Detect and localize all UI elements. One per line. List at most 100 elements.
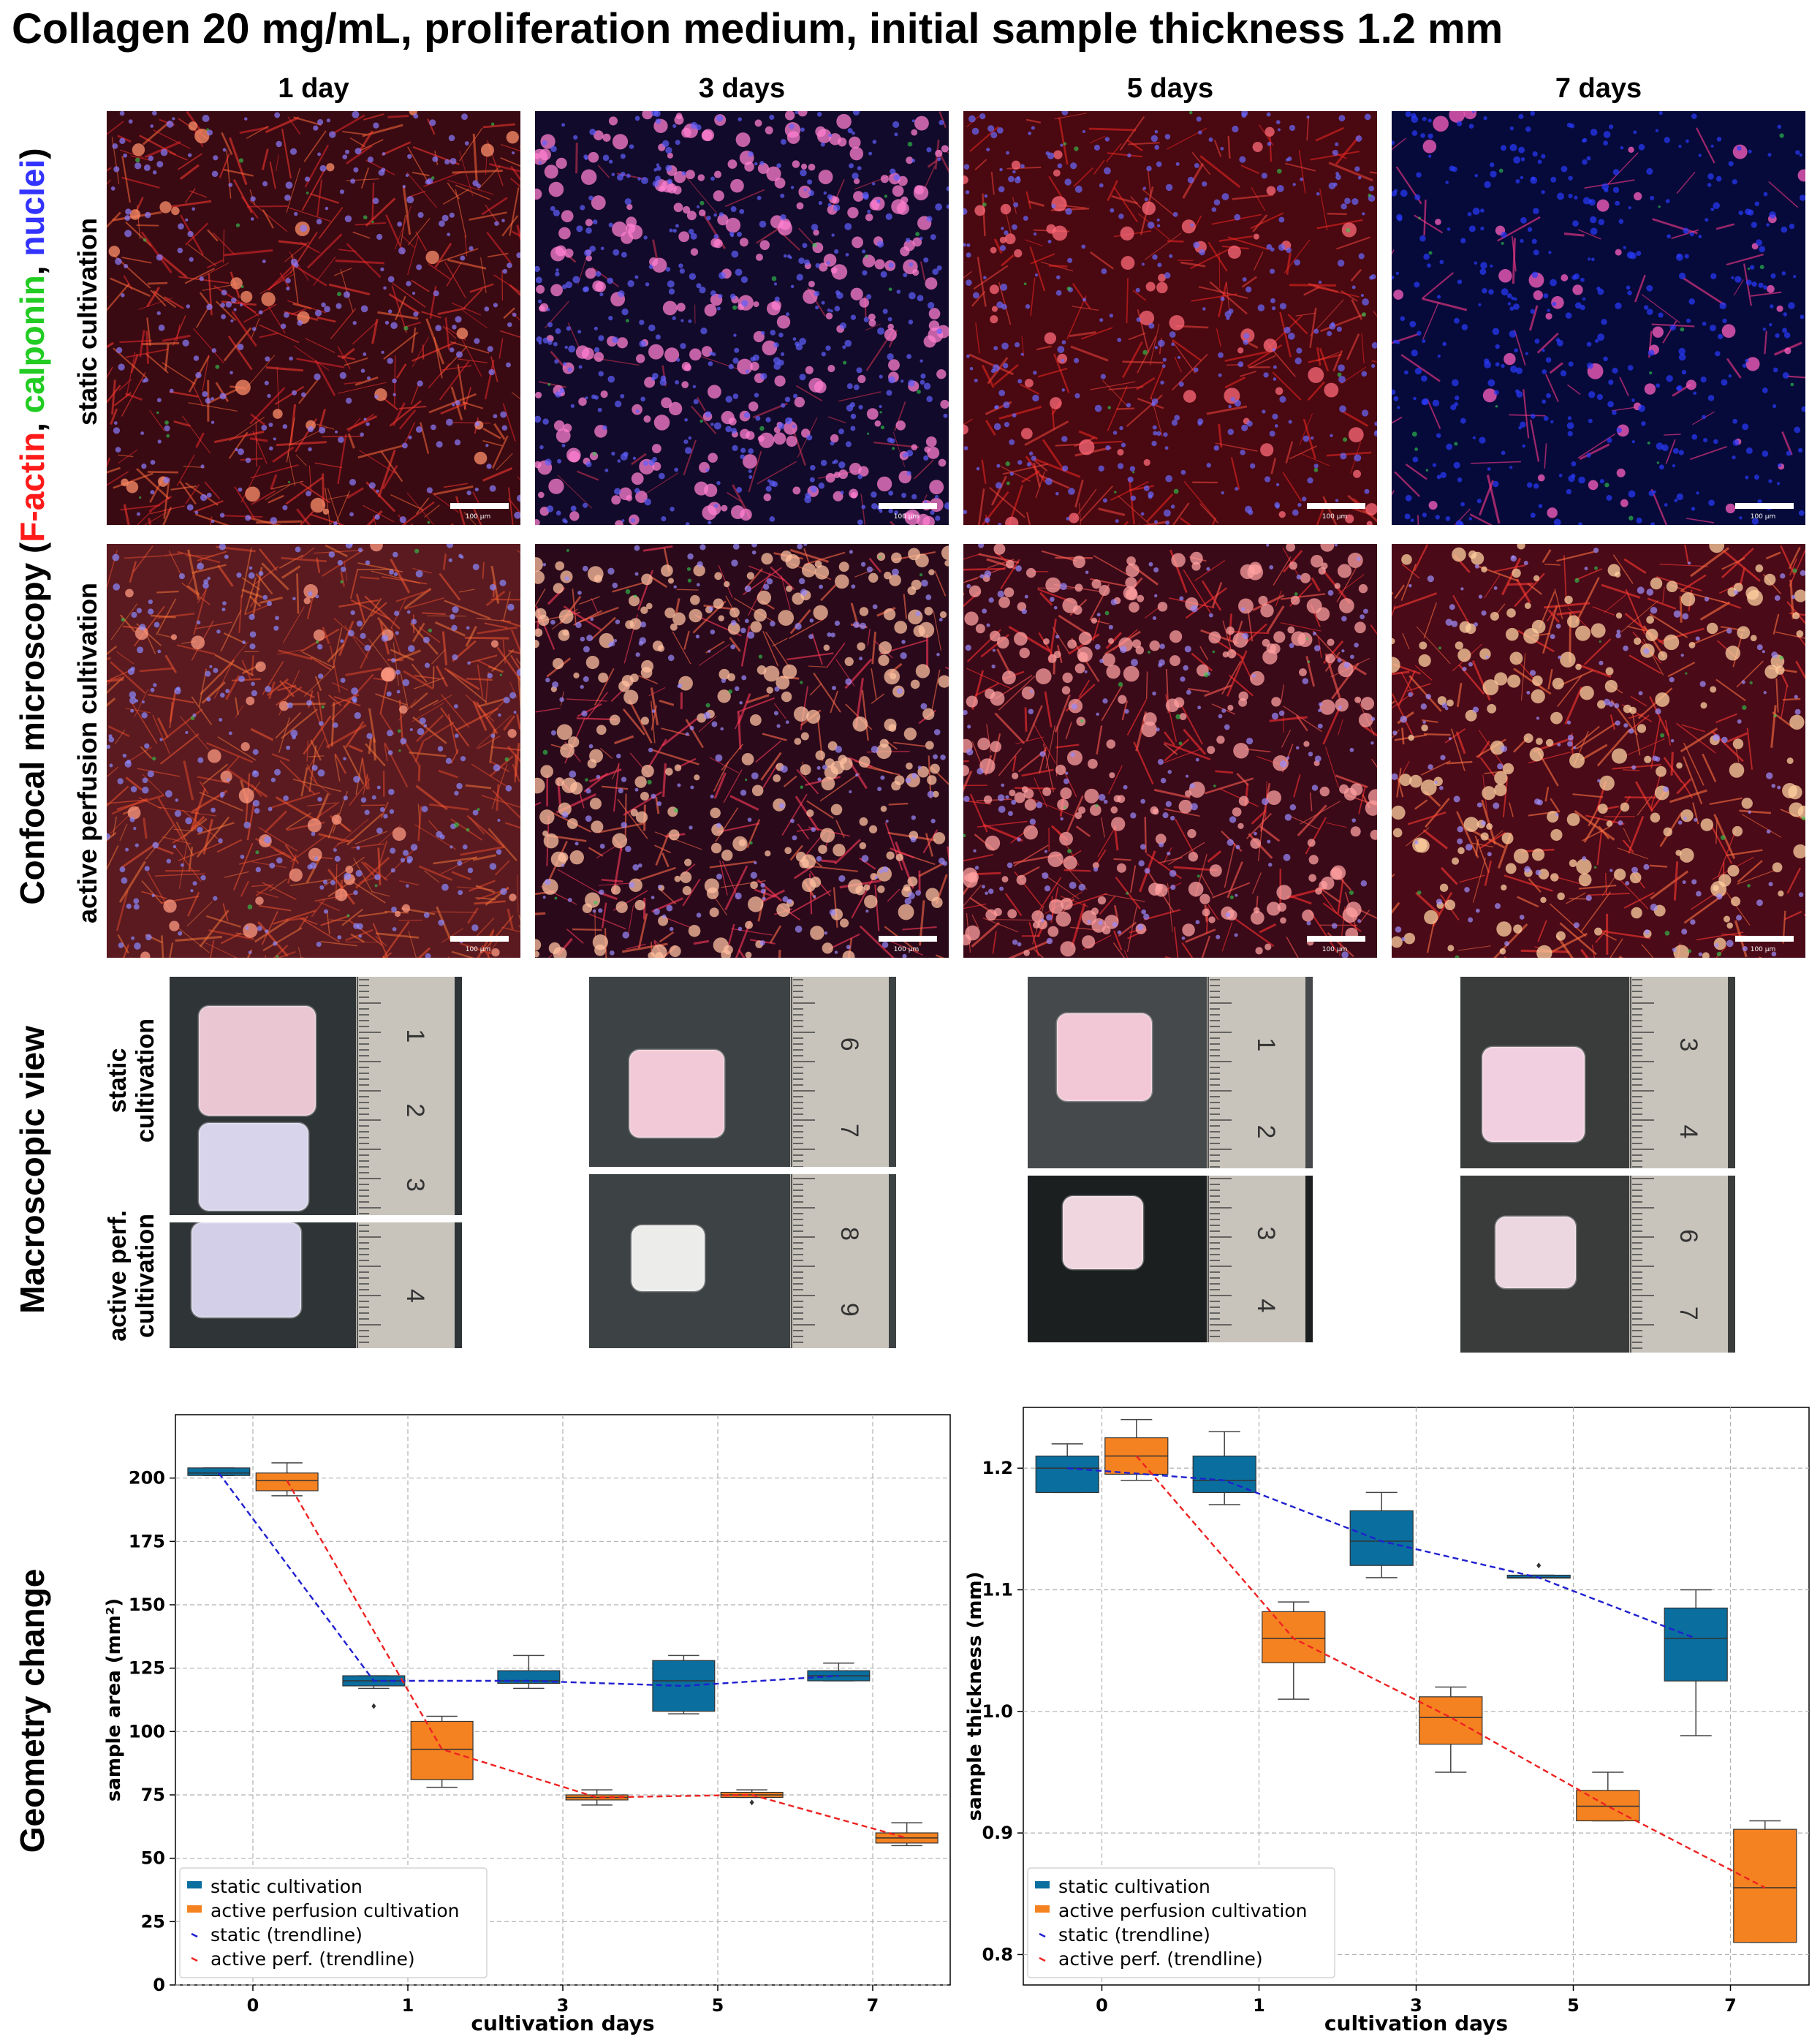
legend-swatch <box>191 1956 198 1962</box>
box-static <box>187 1467 251 1476</box>
scale-bar <box>879 503 937 509</box>
x-axis-label: cultivation days <box>1324 2011 1508 2035</box>
scale-bar <box>450 503 509 509</box>
legend-label: static (trendline) <box>1058 1924 1210 1945</box>
y-tick-label: 150 <box>129 1595 165 1615</box>
box-active <box>1733 1829 1797 1943</box>
trendline-static <box>218 1472 839 1687</box>
side-label-sep: , <box>13 413 51 432</box>
y-tick-label: 75 <box>141 1785 165 1805</box>
macro-row-label-static: static cultivation <box>104 1018 159 1143</box>
scale-bar <box>1735 503 1794 509</box>
box-active <box>1419 1696 1483 1745</box>
scale-bar-label: 100 μm <box>1750 513 1776 521</box>
photo-divider <box>170 1215 462 1222</box>
y-axis-label: sample area (mm²) <box>103 1598 125 1801</box>
y-tick-label: 25 <box>141 1911 165 1932</box>
box-active <box>1576 1790 1640 1822</box>
macro-photo-day7: 3 4 6 7 <box>1460 977 1735 1353</box>
scale-bar-label: 100 μm <box>465 946 491 953</box>
micrograph-static-day3: 100 μm <box>535 111 949 525</box>
micrograph-active-day7: 100 μm <box>1392 544 1805 958</box>
x-tick-label: 3 <box>557 1995 569 2016</box>
macroscopic-view-label: Macroscopic view <box>13 1026 51 1314</box>
box-static <box>1664 1607 1728 1682</box>
micrograph-static-day1: 100 μm <box>107 111 520 525</box>
legend-label: static cultivation <box>211 1876 363 1897</box>
legend-swatch <box>191 1932 198 1938</box>
y-tick-label: 0 <box>153 1975 165 1995</box>
legend-label: static cultivation <box>1058 1876 1210 1897</box>
y-tick-label: 50 <box>141 1848 165 1869</box>
outlier-point <box>371 1703 376 1709</box>
box-static <box>1349 1510 1414 1566</box>
x-tick-label: 5 <box>712 1995 724 2016</box>
macro-active-line2: cultivation <box>132 1213 159 1339</box>
legend-swatch <box>1035 1881 1050 1888</box>
ruler-number: 2 <box>1252 1124 1280 1138</box>
legend-label: active perfusion cultivation <box>211 1900 459 1921</box>
x-tick-label: 7 <box>1724 1995 1737 2016</box>
column-label-day7: 7 days <box>1555 73 1642 104</box>
macro-active-line1: active perf. <box>104 1210 132 1342</box>
ruler-number: 3 <box>1252 1226 1280 1240</box>
micrograph-active-day5: 100 μm <box>963 544 1377 958</box>
area-chart: 0 25 50 75 100 125 150 175 200 0 1 3 5 7 cultivation d… <box>88 1393 958 2040</box>
outlier-point <box>749 1799 754 1806</box>
outlier-point <box>1536 1562 1542 1569</box>
ruler-number: 6 <box>835 1037 863 1051</box>
photo-divider <box>1028 1168 1313 1176</box>
box-static <box>1192 1455 1256 1494</box>
legend-swatch <box>187 1905 202 1913</box>
ruler-number: 7 <box>1675 1306 1702 1320</box>
column-label-day1: 1 day <box>278 73 349 104</box>
geometry-change-label: Geometry change <box>13 1568 51 1853</box>
ruler-number: 4 <box>1675 1124 1702 1138</box>
x-tick-label: 0 <box>1096 1995 1108 2016</box>
x-axis-label: cultivation days <box>471 2011 654 2035</box>
scale-bar-label: 100 μm <box>1750 946 1776 953</box>
macro-static-line2: cultivation <box>132 1018 159 1143</box>
y-tick-label: 0.9 <box>982 1823 1013 1843</box>
y-tick-label: 125 <box>129 1658 165 1679</box>
trendline-static <box>1067 1467 1696 1640</box>
box-static <box>652 1660 716 1712</box>
legend-swatch <box>1039 1932 1046 1938</box>
micrograph-active-day3: 100 μm <box>535 544 949 958</box>
x-tick-label: 0 <box>247 1995 259 2016</box>
x-tick-label: 7 <box>867 1995 879 2016</box>
scale-bar <box>1307 503 1365 509</box>
legend-label: static (trendline) <box>211 1924 363 1945</box>
y-tick-label: 200 <box>129 1468 165 1489</box>
scale-bar-label: 100 μm <box>465 513 491 521</box>
photo-divider <box>589 1167 896 1174</box>
y-tick-label: 1.2 <box>982 1458 1013 1478</box>
y-tick-label: 100 <box>129 1721 165 1742</box>
y-tick-label: 175 <box>129 1531 165 1551</box>
x-tick-label: 1 <box>402 1995 414 2016</box>
ruler-number: 2 <box>401 1103 429 1117</box>
box-active <box>410 1720 474 1780</box>
scale-bar-label: 100 μm <box>893 513 920 521</box>
legend-label: active perfusion cultivation <box>1058 1900 1307 1921</box>
ruler-number: 1 <box>401 1029 429 1043</box>
column-label-day3: 3 days <box>698 73 786 104</box>
scale-bar <box>1307 936 1365 942</box>
legend <box>1027 1867 1335 1978</box>
photo-divider <box>1460 1168 1735 1176</box>
legend <box>179 1867 488 1978</box>
side-label-prefix: Confocal microscopy ( <box>13 542 51 905</box>
y-tick-label: 0.8 <box>982 1944 1013 1965</box>
ruler-number: 9 <box>835 1303 863 1317</box>
scale-bar-label: 100 μm <box>1322 513 1348 521</box>
box-static <box>497 1670 561 1684</box>
legend-swatch <box>187 1881 202 1888</box>
row-label-active: active perfusion cultivation <box>72 582 102 924</box>
macro-photo-day5: 1 2 3 4 <box>1028 977 1313 1342</box>
nuclei-label: nuclei <box>13 159 51 257</box>
ruler-number: 7 <box>835 1124 863 1138</box>
micrograph-active-day1: 100 μm <box>107 544 520 958</box>
side-label-sep: , <box>13 256 51 276</box>
scale-bar-label: 100 μm <box>1322 946 1348 953</box>
ruler-number: 4 <box>1252 1299 1280 1313</box>
